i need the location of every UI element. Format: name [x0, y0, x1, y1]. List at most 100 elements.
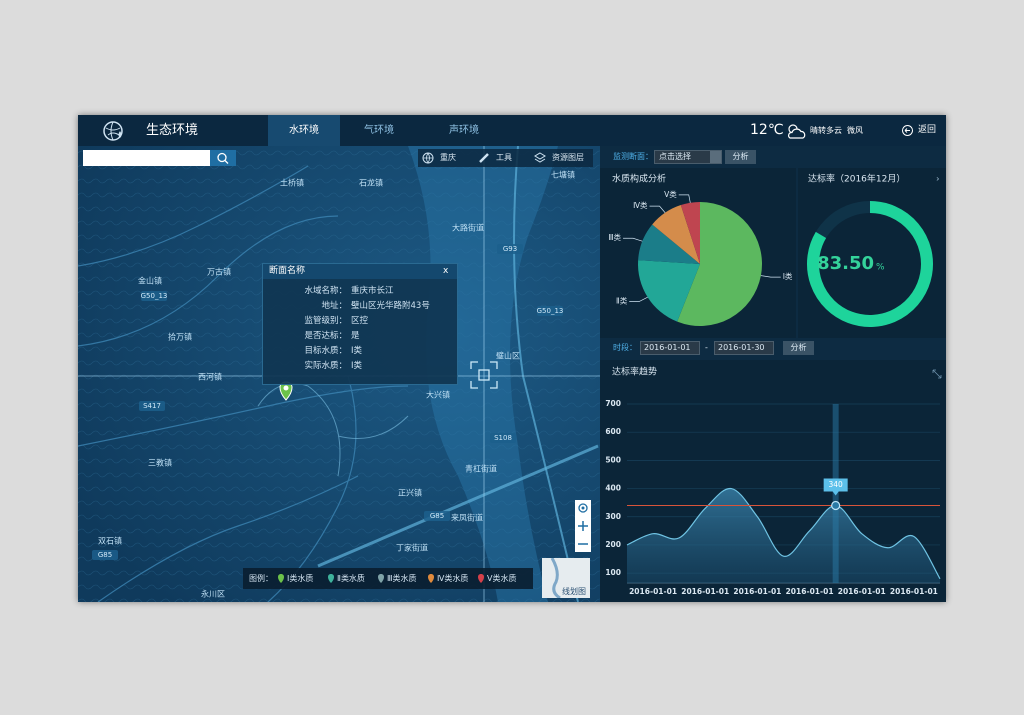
map-toolbar: 重庆 工具 资源图层 — [418, 149, 593, 167]
legend-label: Ⅴ类水质 — [487, 574, 517, 583]
y-tick-label: 400 — [605, 484, 621, 493]
map-pin[interactable] — [279, 381, 293, 401]
legend-pin — [378, 574, 384, 583]
charts: 水质构成分析 Ⅰ类 Ⅱ类 Ⅲ类 Ⅳ类 Ⅴ类 达标率（2016年12月） › 83.50 % 达标率趋… — [605, 173, 942, 596]
road-label: G50_13 — [141, 292, 168, 300]
field-value: 是 — [351, 331, 360, 341]
header: 生态环境 水环境 气环境 声环境 12℃ 晴转多云 微风 返回 — [78, 115, 946, 147]
y-tick-label: 200 — [605, 540, 621, 549]
gauge-unit: % — [876, 263, 885, 273]
x-tick-label: 2016-01-01 — [890, 587, 938, 596]
analyze-button[interactable]: 分析 — [725, 150, 756, 164]
toolbar-item[interactable]: 重庆 — [440, 153, 456, 162]
filter-label: 时段： — [613, 343, 637, 352]
field-label: 目标水质： — [304, 346, 347, 356]
field-label: 实际水质： — [304, 361, 347, 371]
pin — [478, 574, 484, 583]
temperature: 12℃ — [750, 122, 784, 138]
field-value: Ⅰ类 — [351, 346, 363, 356]
road-label: S108 — [494, 434, 512, 442]
road-label: G85 — [98, 551, 112, 559]
place-label: 七塘镇 — [551, 170, 575, 180]
leader-line — [760, 275, 781, 278]
info-popup: 断面名称 x 水域名称： 重庆市长江 地址： 璧山区光华路附43号 监管级别： 区控 是否达… — [262, 263, 458, 385]
road-shield — [497, 244, 523, 254]
pie-slice — [680, 202, 700, 264]
x-tick-label: 2016-01-01 — [786, 587, 834, 596]
leader-line — [629, 296, 648, 302]
x-tick-label: 2016-01-01 — [838, 587, 886, 596]
popup-row: 目标水质： Ⅰ类 — [263, 344, 457, 359]
field-value: 重庆市长江 — [351, 286, 394, 296]
slice-label: Ⅰ类 — [783, 271, 793, 281]
leader-line — [649, 205, 666, 213]
map[interactable]: 土桥镇 石龙镇 七塘镇 大路街道 万古镇 金山镇 拾万镇 西河镇 璧山区 大兴镇 三教镇 青杠街道 正兴… — [78, 145, 600, 602]
app-title: 生态环境 — [146, 123, 199, 138]
field-label: 是否达标： — [304, 331, 347, 341]
x-tick-label: 2016-01-01 — [733, 587, 781, 596]
date-start[interactable]: 2016-01-01 — [640, 341, 700, 355]
y-tick-label: 600 — [605, 427, 621, 436]
legend: 图例： Ⅰ类水质 Ⅱ类水质 Ⅲ类水质 Ⅳ类水质 Ⅴ类水质 — [243, 568, 533, 589]
popup-row: 水域名称： 重庆市长江 — [263, 284, 457, 299]
place-label: 金山镇 — [138, 276, 162, 286]
section-select[interactable]: 点击选择 — [654, 150, 722, 164]
zoom-control[interactable] — [575, 500, 591, 552]
chart-title: 达标率趋势 — [612, 366, 657, 378]
tab[interactable]: 水环境 — [268, 115, 340, 146]
wind: 微风 — [847, 126, 863, 135]
arrow: › — [936, 175, 940, 185]
place-label: 丁家街道 — [396, 543, 428, 553]
toolbar-item[interactable]: 资源图层 — [552, 153, 584, 162]
field-value: 璧山区光华路附43号 — [351, 301, 430, 311]
pin — [328, 574, 334, 583]
legend-pin — [278, 574, 284, 583]
place-label: 大兴镇 — [426, 390, 450, 400]
place-label: 永川区 — [201, 589, 225, 599]
popup-row: 监管级别： 区控 — [263, 314, 457, 329]
popup-title: 断面名称 — [269, 266, 306, 276]
field-value: Ⅰ类 — [351, 361, 363, 371]
place-label: 万古镇 — [207, 267, 231, 277]
legend-pin — [428, 574, 434, 583]
search-input[interactable] — [83, 150, 210, 166]
legend-pin — [478, 574, 484, 583]
field-label: 水域名称： — [304, 286, 347, 296]
toolbar-item[interactable]: 工具 — [496, 153, 512, 162]
road-shield — [139, 401, 165, 411]
slice-label: Ⅴ类 — [664, 189, 677, 199]
popup-row: 实际水质： Ⅰ类 — [263, 359, 457, 374]
tab[interactable]: 声环境 — [449, 125, 479, 136]
pin — [278, 574, 284, 583]
minimap-label: 线划图 — [562, 587, 586, 596]
weather: 晴转多云 — [810, 126, 842, 135]
pin — [378, 574, 384, 583]
place-label: 土桥镇 — [280, 178, 304, 188]
pie-slice — [652, 205, 700, 264]
crosshair — [470, 361, 498, 389]
legend-pin — [328, 574, 334, 583]
place-label: 拾万镇 — [168, 332, 192, 342]
right-panel: 监测断面： 点击选择 分析 时段： 2016-01-01 - 2016-01-3… — [600, 146, 946, 602]
popup-close[interactable]: x — [443, 266, 449, 276]
place-label: 双石镇 — [98, 536, 122, 546]
tooltip-box — [823, 478, 848, 496]
dashboard: 生态环境 水环境 气环境 声环境 12℃ 晴转多云 微风 返回 — [78, 115, 946, 602]
place-label: 璧山区 — [496, 351, 520, 361]
back-link[interactable]: 返回 — [918, 125, 937, 135]
pin — [428, 574, 434, 583]
legend-label: Ⅳ类水质 — [437, 574, 469, 583]
analyze-button[interactable]: 分析 — [783, 341, 814, 355]
date-end[interactable]: 2016-01-30 — [714, 341, 774, 355]
area — [627, 488, 940, 583]
expand-icon — [932, 369, 942, 379]
back-icon[interactable] — [901, 124, 914, 137]
y-tick-label: 100 — [605, 568, 621, 577]
highway — [317, 444, 599, 568]
road-shield — [92, 550, 118, 560]
weather-icon — [788, 124, 806, 139]
search-button[interactable] — [210, 150, 236, 166]
tooltip-label: 340 — [829, 480, 844, 489]
tab[interactable]: 气环境 — [364, 125, 394, 136]
minimap[interactable]: 线划图 — [542, 557, 590, 600]
